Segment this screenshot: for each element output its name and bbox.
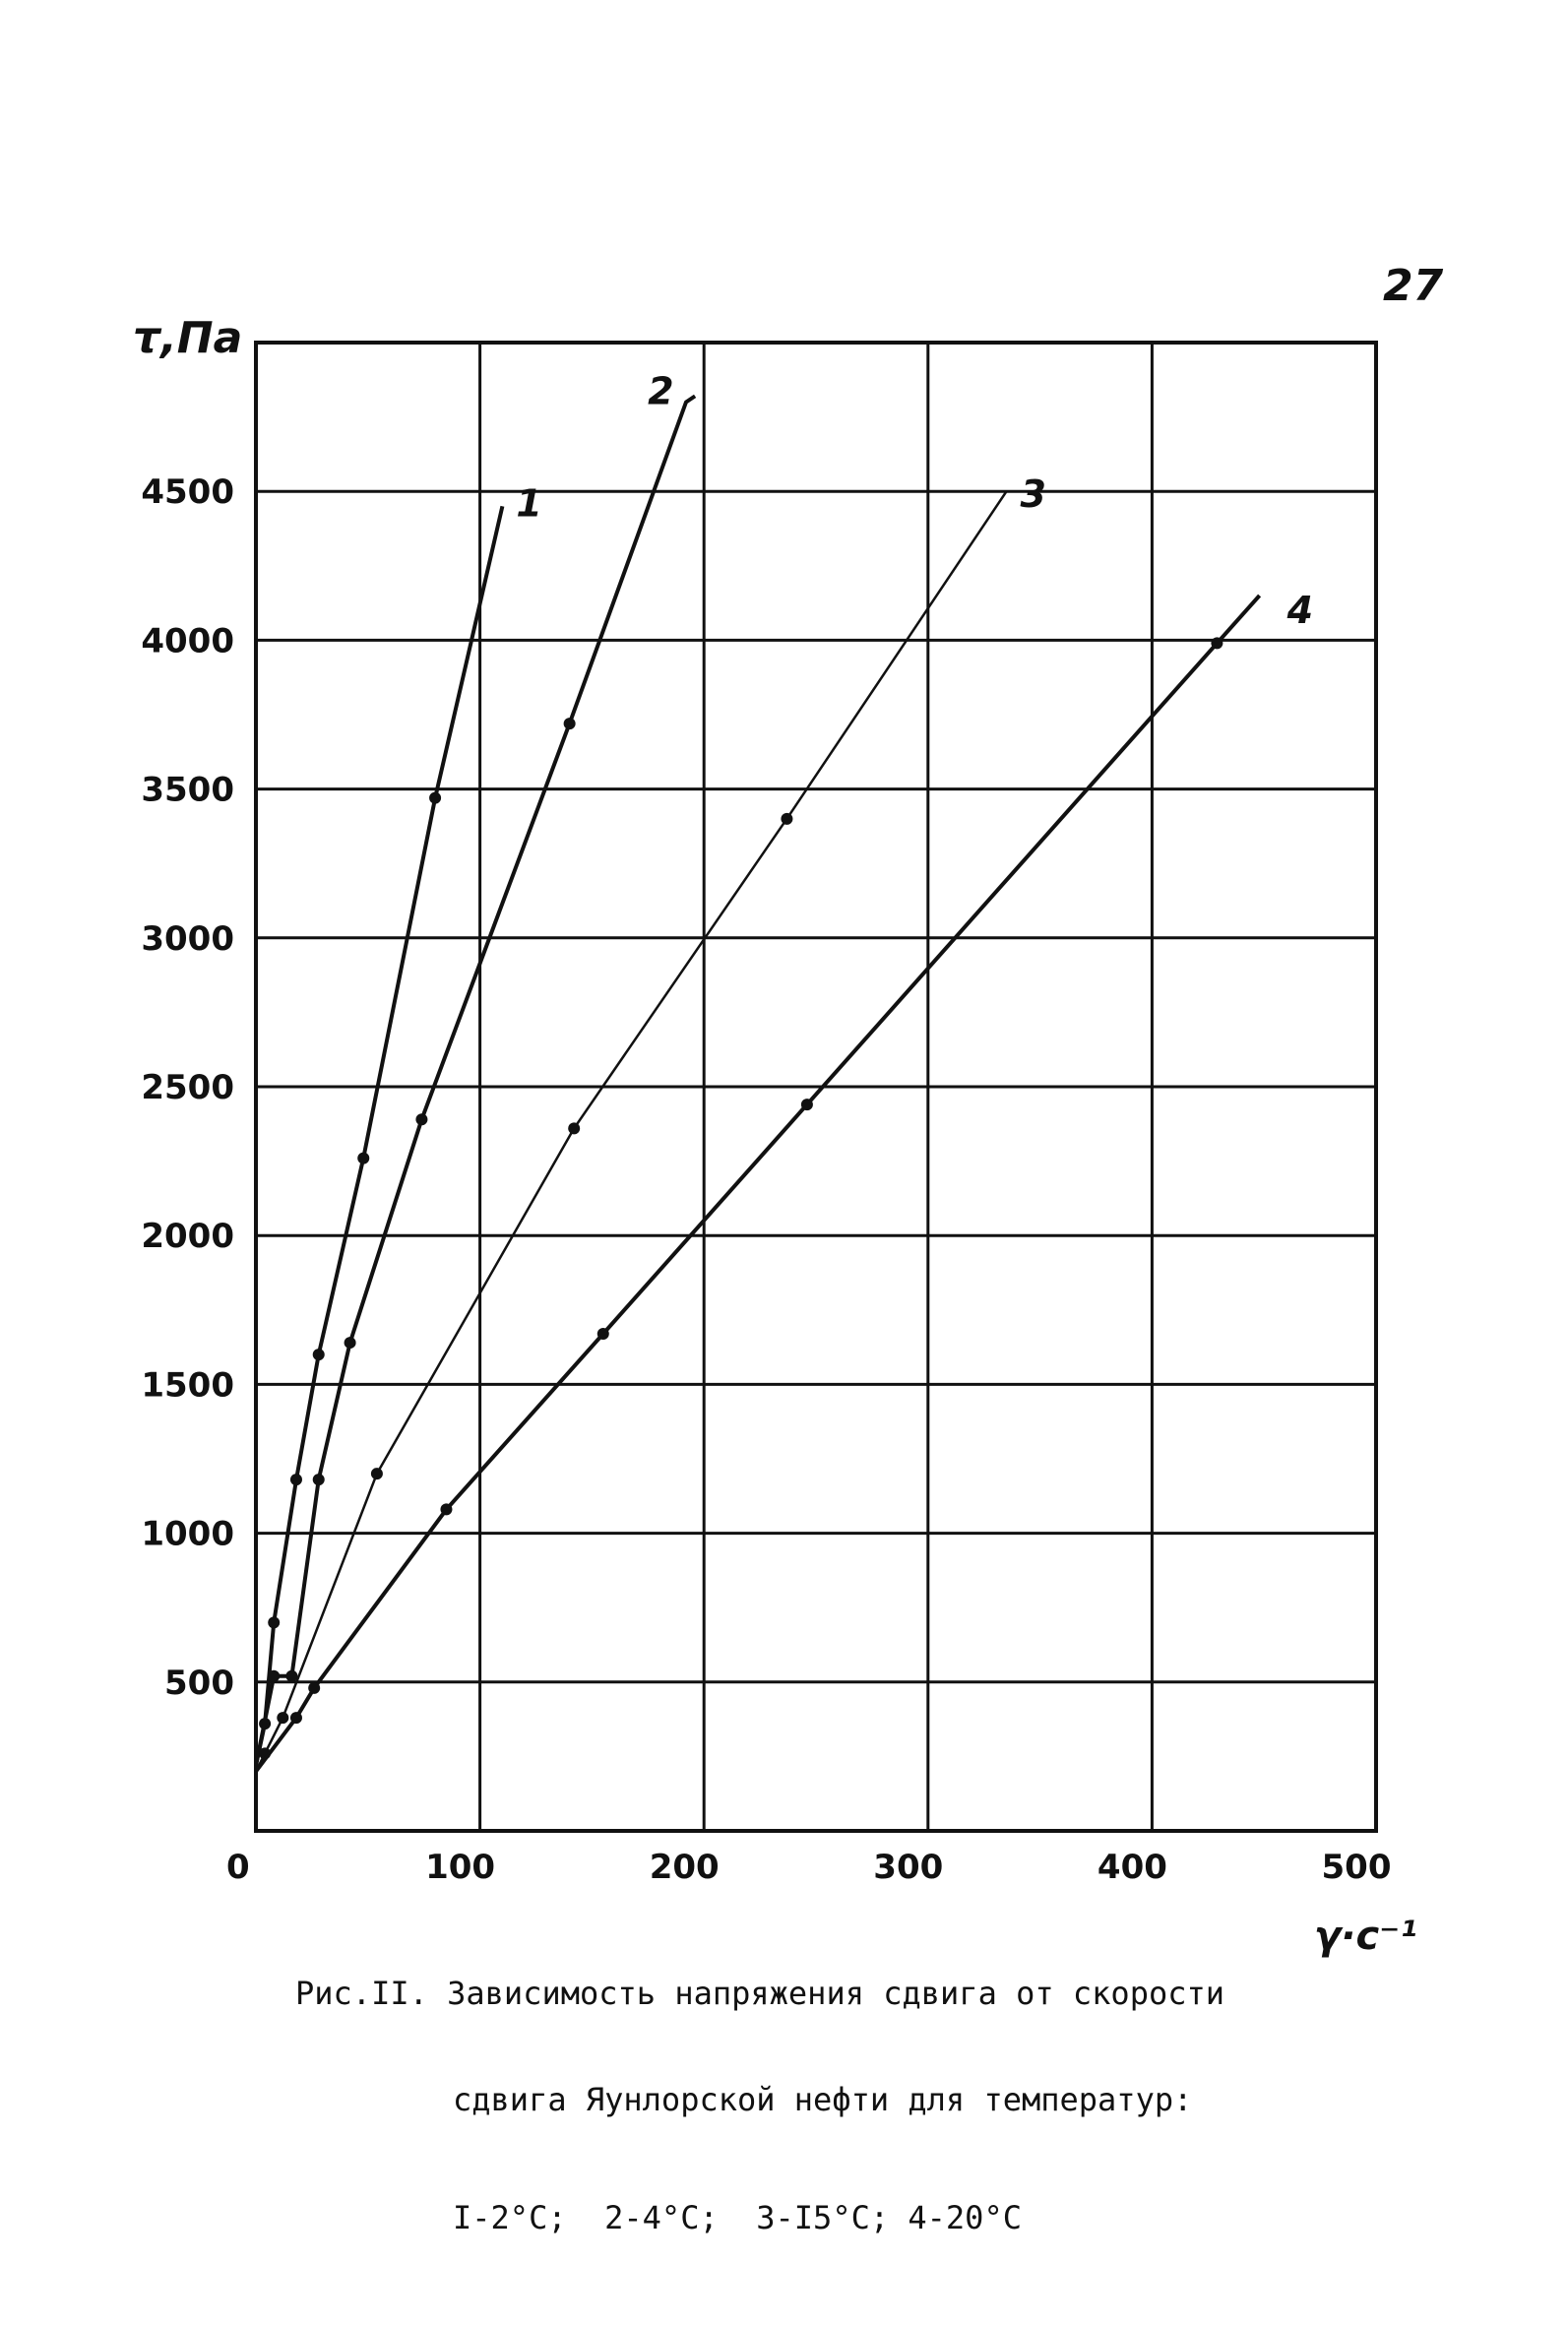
y-tick-label: 4500 xyxy=(141,472,234,512)
grid xyxy=(256,343,1376,1831)
series-line-2 xyxy=(254,394,697,1766)
data-point xyxy=(312,1474,325,1486)
data-point xyxy=(568,1122,581,1135)
data-point xyxy=(596,1327,609,1340)
y-tick-label: 1000 xyxy=(141,1515,234,1554)
series-group: 1 2 3 4 xyxy=(254,369,1313,1773)
data-point xyxy=(308,1681,321,1694)
tick-labels: 0 100 200 300 400 500 500 1000 1500 2000 2500 3000 3… xyxy=(141,472,1391,1887)
x-tick-label: 200 xyxy=(650,1848,720,1887)
data-point xyxy=(268,1616,281,1629)
y-tick-label: 3000 xyxy=(141,919,234,959)
data-point xyxy=(285,1669,298,1682)
series-line-1 xyxy=(254,505,505,1766)
x-axis-label: γ·с⁻¹ xyxy=(1314,1914,1417,1959)
y-tick-label: 500 xyxy=(164,1664,234,1703)
x-tick-label: 100 xyxy=(425,1848,495,1887)
x-tick-label: 0 xyxy=(226,1848,250,1887)
page-number: 27 xyxy=(1383,261,1444,311)
data-point xyxy=(800,1099,813,1111)
data-point xyxy=(289,1474,302,1486)
data-point xyxy=(344,1337,356,1350)
y-axis-label: τ,Па xyxy=(133,313,242,363)
data-point xyxy=(415,1113,428,1126)
plot-border xyxy=(254,341,1378,1833)
y-tick-label: 1500 xyxy=(141,1365,234,1405)
plot-frame xyxy=(254,341,1378,1833)
data-point xyxy=(357,1152,370,1164)
y-tick-label: 2500 xyxy=(141,1068,234,1107)
data-point xyxy=(289,1712,302,1725)
x-tick-label: 500 xyxy=(1322,1848,1392,1887)
x-tick-label: 400 xyxy=(1098,1848,1167,1887)
data-point xyxy=(429,791,442,804)
series-label: 3 xyxy=(1020,472,1045,516)
data-point xyxy=(312,1349,325,1361)
series-label: 2 xyxy=(648,369,673,412)
series-line-4 xyxy=(254,594,1262,1773)
y-tick-label: 3500 xyxy=(141,771,234,810)
caption-line-1: Рис.II. Зависимость напряжения сдвига от… xyxy=(295,1975,1225,2012)
data-point xyxy=(370,1468,383,1480)
y-tick-label: 2000 xyxy=(141,1217,234,1256)
series-label: 1 xyxy=(516,481,541,525)
data-point xyxy=(268,1669,281,1682)
data-point xyxy=(781,812,793,825)
caption-line-2: сдвига Яунлорской нефти для температур: xyxy=(453,2081,1193,2118)
figure-caption: Рис.II. Зависимость напряжения сдвига от… xyxy=(295,1905,1224,2271)
series-label: 4 xyxy=(1286,589,1313,632)
data-point xyxy=(563,718,576,730)
data-point xyxy=(277,1712,289,1725)
x-tick-label: 300 xyxy=(873,1848,943,1887)
caption-line-3: I-2°С; 2-4°С; 3-I5°С; 4-20°С xyxy=(453,2199,1022,2236)
y-tick-label: 4000 xyxy=(141,621,234,660)
data-point xyxy=(440,1503,453,1516)
data-point xyxy=(1211,637,1223,650)
